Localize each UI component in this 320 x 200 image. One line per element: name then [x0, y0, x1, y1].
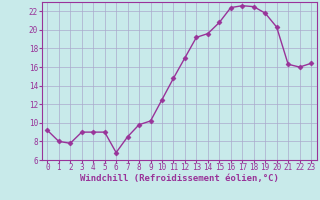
X-axis label: Windchill (Refroidissement éolien,°C): Windchill (Refroidissement éolien,°C) — [80, 174, 279, 183]
